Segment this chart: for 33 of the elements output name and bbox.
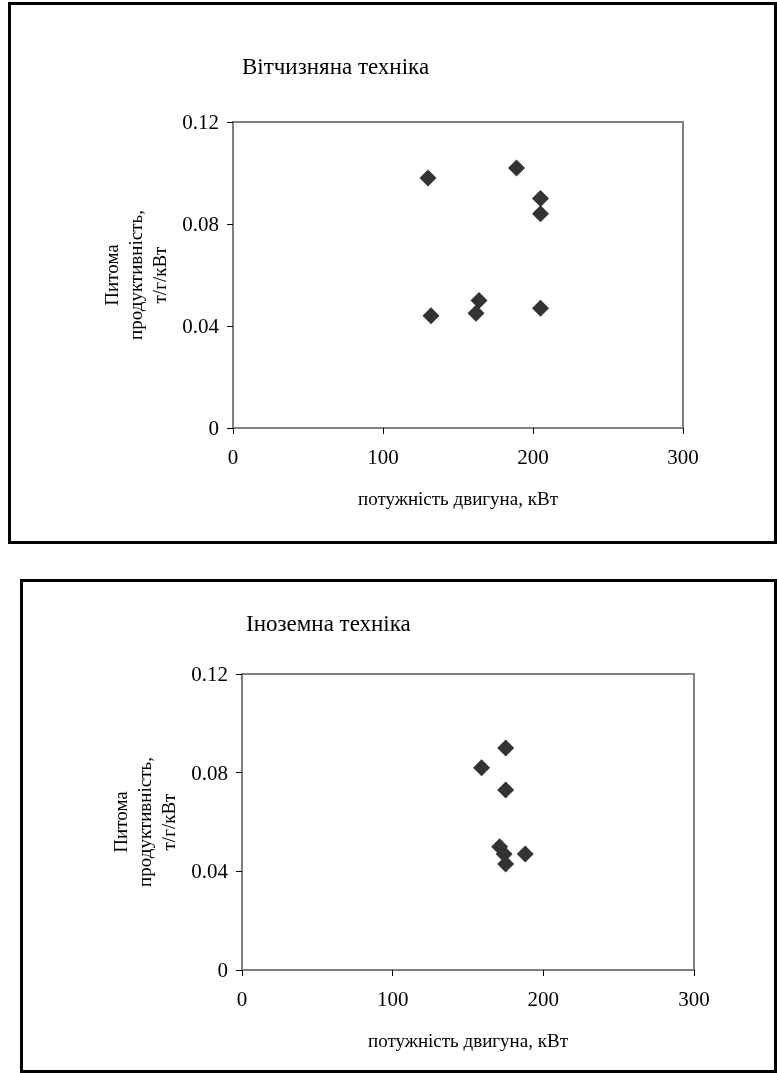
x-tick-label: 200	[527, 986, 560, 1011]
y-axis-title: Питома продуктивність, т/г/кВт	[100, 210, 170, 340]
y-tick-label: 0.08	[182, 212, 219, 236]
x-tick-label: 200	[517, 444, 549, 469]
point	[532, 205, 549, 223]
point	[497, 739, 515, 757]
x-tick-label: 100	[367, 444, 399, 469]
x-axis-title: потужність двигуна, кВт	[368, 1029, 569, 1051]
point	[467, 304, 485, 322]
point	[473, 759, 491, 777]
y-tick-label: 0	[208, 416, 219, 440]
chart-title: Іноземна техніка	[246, 611, 411, 636]
y-tick-label: 0.08	[191, 760, 228, 785]
point	[497, 781, 515, 799]
y-axis-title: Питома продуктивність, т/г/кВт	[109, 757, 179, 887]
chart-title: Вітчизняна техніка	[242, 54, 430, 79]
y-tick-label: 0.04	[182, 314, 220, 338]
point	[422, 307, 440, 325]
point	[470, 292, 488, 309]
point	[532, 190, 549, 207]
point	[532, 299, 549, 317]
x-tick-label: 300	[678, 986, 710, 1011]
y-tick-label: 0.12	[191, 662, 228, 686]
x-tick-label: 0	[236, 986, 248, 1011]
x-tick-label: 100	[376, 986, 409, 1011]
x-axis-title: потужність двигуна, кВт	[358, 487, 559, 509]
y-tick-label: 0.04	[191, 859, 229, 884]
y-tick-label: 0.12	[182, 110, 219, 134]
point	[508, 159, 525, 177]
x-tick-label: 300	[667, 444, 699, 469]
point	[419, 169, 437, 187]
point	[516, 845, 534, 863]
y-tick-label: 0	[217, 958, 228, 982]
